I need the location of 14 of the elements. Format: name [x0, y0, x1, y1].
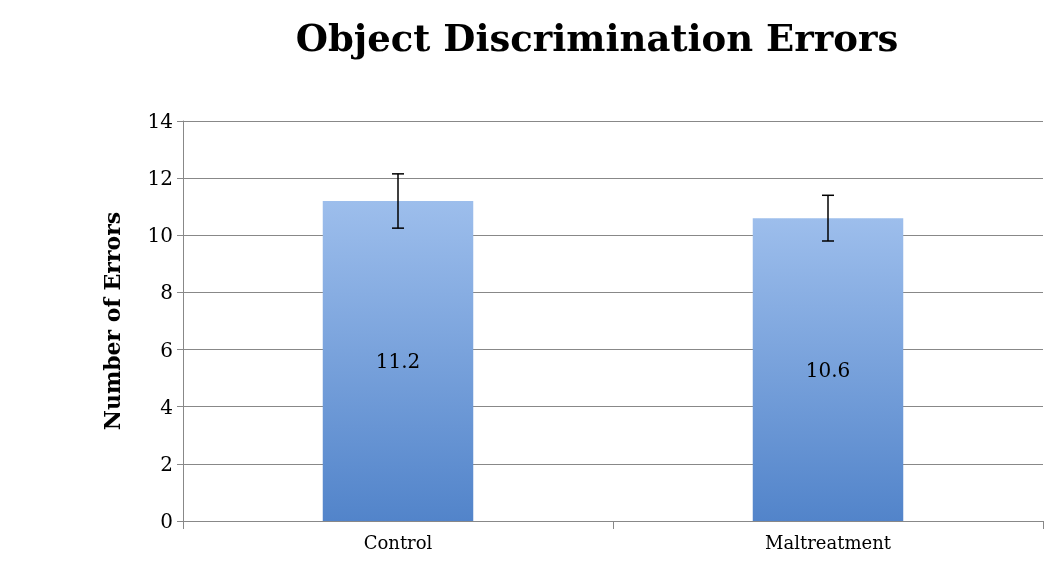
y-tick-label: 0 — [160, 509, 173, 533]
x-tick-label: Maltreatment — [765, 531, 892, 553]
y-tick-label: 12 — [147, 166, 173, 191]
y-tick-label: 10 — [147, 223, 173, 248]
y-tick-label: 6 — [160, 337, 173, 362]
y-tick-label: 2 — [160, 451, 173, 476]
data-label: 10.6 — [805, 357, 851, 382]
y-tick-label: 14 — [147, 109, 173, 133]
y-axis-title: Number of Errors — [99, 211, 125, 431]
data-label: 11.2 — [375, 349, 421, 373]
x-tick-label: Control — [363, 531, 433, 553]
y-tick-label: 8 — [160, 280, 173, 305]
chart-title: Object Discrimination Errors — [295, 15, 899, 60]
y-tick-label: 4 — [160, 394, 173, 419]
